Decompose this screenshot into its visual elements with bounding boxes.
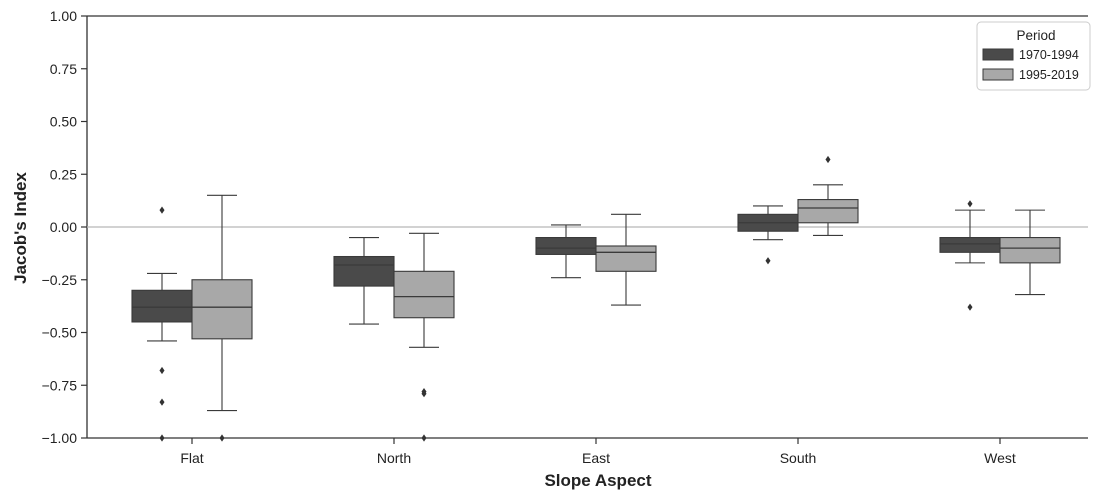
legend-label-1995-2019: 1995-2019 <box>1019 68 1079 82</box>
y-tick-label: 0.50 <box>50 114 77 130</box>
box-1995-2019-west <box>999 209 1061 296</box>
outlier-point <box>159 206 165 214</box>
outlier-point <box>825 155 831 164</box>
legend-swatch-1995-2019 <box>982 68 1014 81</box>
box-iqr <box>131 289 193 323</box>
y-tick-label: −0.25 <box>42 272 78 288</box>
y-tick-label: 0.25 <box>50 166 77 182</box>
box-1970-1994-south <box>737 205 799 265</box>
y-tick-label: 1.00 <box>50 8 77 24</box>
x-tick-label: North <box>377 450 411 466</box>
legend: Period 1970-1994 1995-2019 <box>976 21 1091 91</box>
x-tick-label: Flat <box>180 450 203 466</box>
box-iqr <box>393 270 455 319</box>
axes: 1.00 0.75 0.50 0.25 0.00 −0.25 −0.50 −0.75 −1.00… <box>42 8 1088 466</box>
outlier-point <box>421 434 427 442</box>
legend-label-1970-1994: 1970-1994 <box>1019 48 1079 62</box>
box-iqr <box>595 245 657 272</box>
legend-title: Period <box>1016 28 1055 43</box>
outlier-point <box>159 434 165 442</box>
x-tick-label: South <box>780 450 817 466</box>
box-iqr <box>191 279 253 340</box>
box-iqr <box>333 255 395 287</box>
plot-area <box>87 155 1088 442</box>
box-1970-1994-west <box>939 200 1001 311</box>
y-tick-label: −1.00 <box>42 430 78 446</box>
box-1995-2019-north <box>393 232 455 442</box>
y-tick-label: −0.50 <box>42 325 78 341</box>
y-tick-label: −0.75 <box>42 377 78 393</box>
box-iqr <box>939 237 1001 253</box>
outlier-point <box>967 200 973 208</box>
y-axis-title: Jacob's Index <box>11 172 30 284</box>
box-iqr <box>535 237 597 255</box>
x-tick-label: West <box>984 450 1016 466</box>
outlier-point <box>219 434 225 442</box>
y-tick-label: 0.75 <box>50 61 77 77</box>
box-iqr <box>999 237 1061 264</box>
box-1995-2019-south <box>797 155 859 236</box>
box-iqr <box>797 199 859 224</box>
outlier-point <box>159 398 165 406</box>
outlier-point <box>421 390 427 398</box>
legend-swatch-1970-1994 <box>982 48 1014 61</box>
box-1970-1994-north <box>333 237 395 325</box>
outlier-point <box>159 366 165 375</box>
x-axis-title: Slope Aspect <box>544 471 651 490</box>
box-1970-1994-flat <box>131 206 193 442</box>
box-1995-2019-flat <box>191 194 253 442</box>
x-tick-label: East <box>582 450 610 466</box>
outlier-point <box>967 303 973 311</box>
box-1995-2019-east <box>595 213 657 306</box>
y-tick-label: 0.00 <box>50 219 77 235</box>
outlier-point <box>765 257 771 265</box>
